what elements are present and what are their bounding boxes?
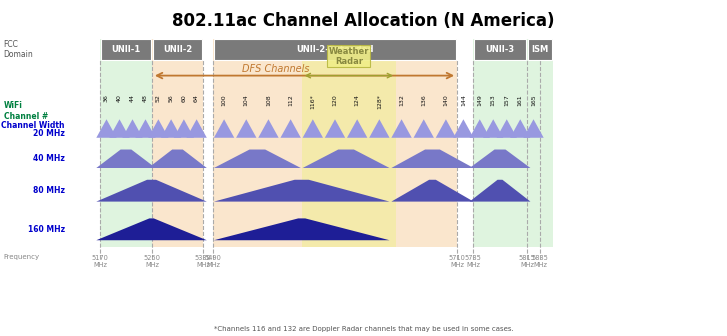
Polygon shape (302, 150, 390, 168)
Polygon shape (470, 119, 490, 138)
Text: Channel Width: Channel Width (1, 121, 65, 130)
Text: 5735
MHz: 5735 MHz (465, 255, 481, 268)
Bar (152, 39, 203, 247)
Text: ISM: ISM (531, 45, 549, 54)
Text: 136: 136 (421, 94, 426, 106)
Text: *Channels 116 and 132 are Doppler Radar channels that may be used in some cases.: *Channels 116 and 132 are Doppler Radar … (214, 326, 513, 332)
Polygon shape (96, 218, 206, 240)
Bar (214, 39, 456, 60)
Polygon shape (325, 119, 345, 138)
Polygon shape (347, 119, 367, 138)
Text: 802.11ac Channel Allocation (N America): 802.11ac Channel Allocation (N America) (172, 12, 555, 30)
Polygon shape (281, 119, 301, 138)
Polygon shape (174, 119, 194, 138)
Polygon shape (483, 119, 503, 138)
Text: 56: 56 (169, 94, 174, 102)
Bar (529, 39, 552, 60)
Bar (153, 39, 201, 60)
Text: 5490
MHz: 5490 MHz (204, 255, 222, 268)
Polygon shape (302, 119, 323, 138)
Text: 100: 100 (222, 94, 227, 106)
Text: UNII-2-Extended: UNII-2-Extended (296, 45, 374, 54)
Polygon shape (497, 119, 517, 138)
Polygon shape (122, 119, 142, 138)
Text: 36: 36 (104, 94, 109, 102)
Polygon shape (435, 119, 456, 138)
Polygon shape (214, 150, 301, 168)
Text: 40 MHz: 40 MHz (33, 154, 65, 163)
Text: 64: 64 (194, 94, 199, 102)
Polygon shape (96, 150, 156, 168)
Text: Weather
Radar: Weather Radar (329, 47, 369, 66)
Polygon shape (391, 150, 473, 168)
Text: 120: 120 (332, 94, 337, 106)
Text: WiFi
Channel #: WiFi Channel # (4, 101, 48, 121)
Polygon shape (214, 218, 390, 240)
Text: 140: 140 (443, 94, 449, 106)
Text: 128*: 128* (377, 94, 382, 109)
Bar (102, 39, 150, 60)
Text: 5710
MHz: 5710 MHz (449, 255, 465, 268)
Bar (473, 39, 553, 247)
Polygon shape (510, 119, 531, 138)
Text: UNII-3: UNII-3 (486, 45, 515, 54)
Polygon shape (135, 119, 156, 138)
Text: 5835
MHz: 5835 MHz (531, 255, 548, 268)
Text: 149: 149 (477, 94, 482, 106)
Text: 112: 112 (288, 94, 293, 106)
Text: 52: 52 (156, 94, 161, 102)
Text: 144: 144 (461, 94, 466, 106)
Polygon shape (470, 150, 531, 168)
Text: 20 MHz: 20 MHz (33, 129, 65, 138)
Polygon shape (214, 180, 390, 202)
Text: 5815
MHz: 5815 MHz (518, 255, 536, 268)
Polygon shape (96, 119, 116, 138)
Text: 153: 153 (491, 94, 496, 106)
Bar (475, 39, 526, 60)
Polygon shape (414, 119, 434, 138)
Text: 108: 108 (266, 94, 271, 106)
Text: FCC
Domain: FCC Domain (4, 40, 33, 59)
Polygon shape (214, 119, 234, 138)
Text: 48: 48 (143, 94, 148, 102)
Text: 160 MHz: 160 MHz (28, 225, 65, 234)
Polygon shape (236, 119, 257, 138)
Text: 157: 157 (505, 94, 509, 106)
Text: 124: 124 (355, 94, 360, 106)
Polygon shape (109, 119, 129, 138)
Text: 5250
MHz: 5250 MHz (143, 255, 161, 268)
Polygon shape (369, 119, 390, 138)
Polygon shape (470, 180, 531, 202)
Text: 104: 104 (244, 94, 249, 106)
Polygon shape (96, 180, 206, 202)
Text: 5330
MHz: 5330 MHz (195, 255, 212, 268)
Bar (213, 39, 457, 247)
Text: 161: 161 (518, 94, 523, 106)
Text: UNII-1: UNII-1 (111, 45, 140, 54)
Polygon shape (148, 150, 206, 168)
Polygon shape (258, 119, 278, 138)
Text: 165: 165 (531, 94, 536, 106)
Polygon shape (186, 119, 206, 138)
Text: UNII-2: UNII-2 (163, 45, 192, 54)
Text: 44: 44 (130, 94, 135, 102)
Text: 132: 132 (399, 94, 404, 106)
Text: 5170
MHz: 5170 MHz (92, 255, 108, 268)
Text: 40: 40 (117, 94, 122, 102)
Polygon shape (161, 119, 181, 138)
Bar (100, 39, 152, 247)
Polygon shape (391, 180, 473, 202)
Text: 80 MHz: 80 MHz (33, 186, 65, 195)
Polygon shape (391, 119, 411, 138)
Polygon shape (148, 119, 169, 138)
Polygon shape (453, 119, 473, 138)
Bar (302, 39, 396, 247)
Text: Frequency: Frequency (4, 254, 40, 260)
Text: 60: 60 (181, 94, 186, 102)
Polygon shape (523, 119, 544, 138)
Text: DFS Channels: DFS Channels (241, 64, 309, 74)
Text: 116*: 116* (310, 94, 316, 109)
